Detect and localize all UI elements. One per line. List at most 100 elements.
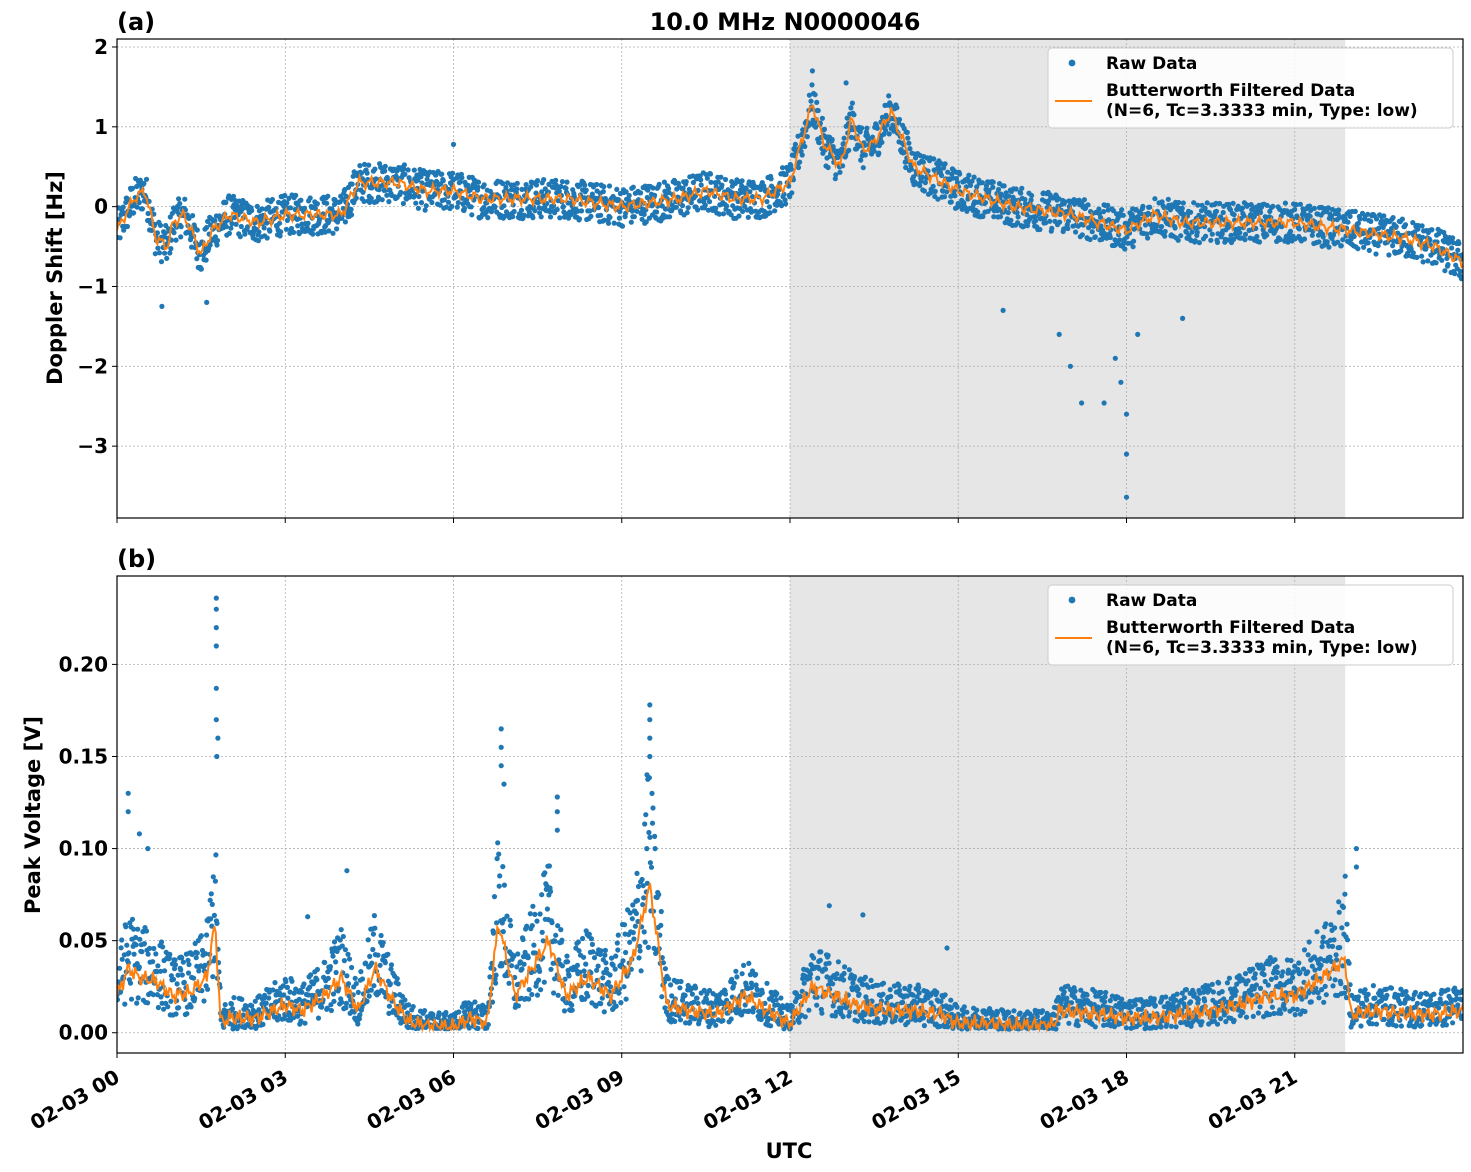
raw-data-point bbox=[806, 1007, 812, 1013]
raw-data-point bbox=[322, 959, 328, 966]
raw-data-point bbox=[695, 207, 701, 213]
raw-data-point bbox=[1460, 252, 1463, 258]
raw-data-point bbox=[549, 920, 555, 926]
raw-data-point bbox=[1092, 989, 1098, 995]
raw-data-point bbox=[214, 242, 220, 248]
raw-data-point bbox=[558, 183, 564, 190]
raw-data-point bbox=[365, 937, 371, 943]
raw-data-point bbox=[278, 229, 284, 235]
raw-data-point bbox=[706, 987, 713, 994]
raw-data-point bbox=[185, 957, 191, 964]
raw-data-point bbox=[1419, 253, 1425, 259]
raw-data-point bbox=[528, 184, 534, 190]
raw-data-point bbox=[1208, 237, 1214, 243]
raw-data-point bbox=[804, 134, 810, 140]
raw-data-point bbox=[117, 997, 121, 1003]
raw-data-point bbox=[1102, 994, 1108, 1000]
raw-data-point bbox=[198, 933, 204, 939]
raw-data-point bbox=[658, 908, 664, 915]
raw-data-point bbox=[1233, 988, 1239, 994]
raw-data-point bbox=[1381, 213, 1387, 219]
raw-data-point bbox=[386, 199, 392, 205]
raw-data-point bbox=[1235, 203, 1241, 209]
raw-data-point bbox=[634, 897, 641, 904]
raw-data-point bbox=[171, 966, 178, 972]
raw-data-point bbox=[1297, 970, 1303, 976]
raw-data-point bbox=[540, 938, 546, 944]
raw-data-point bbox=[802, 143, 808, 150]
raw-data-point bbox=[128, 996, 135, 1002]
raw-data-point bbox=[807, 975, 813, 981]
raw-data-point bbox=[364, 170, 370, 176]
raw-data-point bbox=[489, 999, 496, 1005]
raw-data-point bbox=[456, 1009, 462, 1015]
raw-data-point bbox=[295, 223, 301, 229]
raw-data-point bbox=[1065, 218, 1071, 224]
raw-data-point bbox=[789, 190, 795, 196]
raw-data-point bbox=[684, 210, 690, 216]
raw-data-point bbox=[613, 1003, 619, 1009]
raw-data-point bbox=[1368, 218, 1374, 224]
raw-data-point bbox=[501, 203, 507, 209]
raw-data-point bbox=[529, 923, 535, 929]
raw-data-point bbox=[135, 926, 141, 932]
raw-data-point bbox=[212, 218, 218, 224]
raw-data-point bbox=[342, 947, 348, 953]
raw-data-point bbox=[635, 883, 642, 890]
raw-data-point bbox=[843, 80, 849, 86]
raw-data-point bbox=[324, 200, 330, 206]
raw-data-point bbox=[1336, 207, 1342, 213]
raw-data-point bbox=[582, 182, 588, 188]
raw-data-point bbox=[117, 965, 123, 971]
raw-data-point bbox=[468, 1001, 474, 1008]
raw-data-point bbox=[1092, 234, 1098, 240]
raw-data-point bbox=[1386, 252, 1392, 258]
raw-data-point bbox=[398, 189, 404, 195]
raw-data-point bbox=[1361, 244, 1367, 250]
raw-data-point bbox=[193, 955, 199, 961]
raw-data-point bbox=[656, 892, 662, 898]
raw-data-point bbox=[1282, 1006, 1288, 1012]
raw-data-point bbox=[866, 1019, 872, 1025]
raw-data-point bbox=[380, 940, 386, 946]
raw-data-point bbox=[172, 957, 178, 963]
raw-data-point bbox=[295, 1013, 301, 1019]
raw-data-point bbox=[1089, 229, 1095, 235]
raw-data-point bbox=[410, 1004, 416, 1010]
raw-data-point bbox=[223, 199, 229, 206]
raw-data-point bbox=[580, 935, 586, 942]
raw-data-point bbox=[504, 913, 510, 919]
raw-data-point bbox=[910, 992, 916, 998]
raw-data-point bbox=[454, 204, 460, 210]
raw-data-point bbox=[816, 140, 822, 146]
raw-data-point bbox=[749, 984, 755, 990]
raw-data-point bbox=[210, 974, 216, 980]
raw-data-point bbox=[1017, 1010, 1023, 1016]
raw-data-point bbox=[1264, 202, 1270, 208]
raw-data-point bbox=[461, 205, 468, 211]
raw-data-point bbox=[230, 193, 237, 199]
raw-data-point bbox=[296, 996, 302, 1002]
raw-data-point bbox=[682, 992, 688, 999]
raw-data-point bbox=[176, 196, 182, 202]
raw-data-point bbox=[1252, 971, 1258, 977]
raw-data-point bbox=[499, 963, 505, 969]
raw-data-point bbox=[860, 165, 866, 171]
raw-data-point bbox=[1062, 199, 1068, 205]
raw-data-point bbox=[501, 882, 507, 888]
y-tick-label: −1 bbox=[77, 274, 108, 298]
raw-data-point bbox=[1359, 239, 1365, 245]
raw-data-point bbox=[1049, 225, 1055, 231]
raw-data-point bbox=[1231, 212, 1237, 218]
raw-data-point bbox=[668, 982, 674, 988]
raw-data-point bbox=[834, 971, 840, 977]
raw-data-point bbox=[811, 955, 817, 961]
raw-data-point bbox=[269, 196, 275, 203]
raw-data-point bbox=[578, 208, 585, 214]
raw-data-point bbox=[855, 986, 861, 992]
raw-data-point bbox=[534, 178, 541, 184]
raw-data-point bbox=[168, 998, 174, 1004]
raw-data-point bbox=[256, 229, 262, 235]
raw-data-point bbox=[440, 178, 446, 184]
raw-data-point bbox=[131, 210, 137, 216]
